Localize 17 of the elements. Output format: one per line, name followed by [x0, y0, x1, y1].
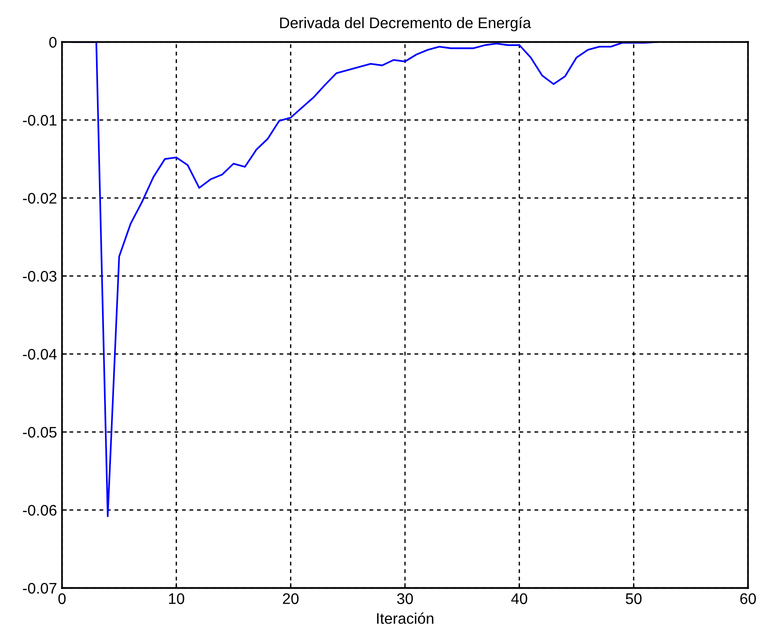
y-tick-label: -0.05 [23, 426, 56, 438]
y-tick-label: 0 [49, 36, 57, 48]
y-tick-label: -0.07 [23, 582, 56, 594]
y-tick-label: -0.01 [23, 114, 56, 126]
x-tick-label: 0 [58, 593, 66, 604]
x-tick-label: 40 [511, 593, 528, 604]
y-tick-label: -0.06 [23, 504, 56, 516]
y-tick-label: -0.03 [23, 270, 56, 282]
y-tick-label: -0.02 [23, 192, 56, 204]
x-tick-label: 10 [169, 593, 184, 604]
x-tick-label: 50 [626, 593, 642, 604]
x-axis-title: Iteración [377, 612, 434, 624]
y-tick-label: -0.04 [23, 348, 57, 360]
x-tick-label: 30 [397, 593, 413, 604]
chart-title: Derivada del Decremento de Energía [280, 16, 532, 32]
x-tick-label: 20 [282, 593, 299, 604]
x-tick-label: 60 [740, 593, 756, 604]
